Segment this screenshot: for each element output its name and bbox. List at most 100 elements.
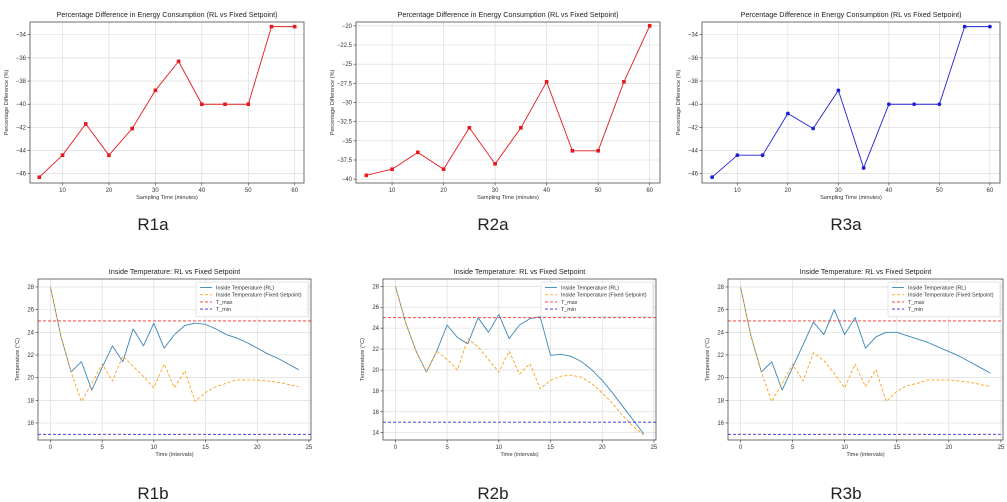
chart-title: Inside Temperature: RL vs Fixed Setpoint — [800, 267, 931, 276]
y-tick-label: 16 — [27, 421, 34, 427]
y-tick-label: 28 — [27, 285, 34, 291]
y-tick-label: −40 — [688, 102, 699, 108]
y-axis-label: Temperature (°C) — [15, 338, 21, 381]
series-line-inside-temperature-rl- — [740, 286, 991, 391]
plot-frame — [29, 21, 305, 184]
x-tick-label: 60 — [291, 188, 298, 194]
data-point — [130, 126, 134, 131]
data-point — [200, 102, 204, 107]
y-tick-label: −44 — [16, 149, 27, 155]
grid — [30, 22, 304, 183]
legend-box — [540, 281, 654, 318]
data-point — [735, 153, 740, 158]
legend: Inside Temperature (RL) Inside Temperatur… — [887, 281, 1001, 318]
chart-r1a: 10 20 30 40 50 60 −34 −36 −38 −40 −42 −44 −46 Percent… — [4, 10, 305, 201]
chart-title: Percentage Difference in Energy Consumpt… — [57, 10, 278, 19]
panel-label-r3a: R3a — [830, 215, 862, 234]
y-tick-label: −34 — [16, 33, 27, 39]
x-tick-label: 30 — [152, 188, 159, 194]
x-tick-label: 20 — [106, 188, 113, 194]
x-axis-label: Time (intervals) — [155, 452, 193, 458]
legend-entry: Inside Temperature (Fixed Setpoint) — [216, 293, 302, 299]
y-tick-label: 24 — [717, 330, 724, 336]
x-tick-label: 10 — [734, 188, 741, 194]
panel-label-r2a: R2a — [477, 215, 509, 234]
x-tick-label: 20 — [254, 445, 261, 451]
data-point — [37, 175, 42, 180]
series-line-0 — [711, 26, 990, 178]
y-axis-label: Temperature (°C) — [705, 338, 711, 381]
x-tick-label: 5 — [445, 445, 449, 451]
x-axis-label: Time (intervals) — [500, 452, 538, 458]
legend-entry: T_max — [908, 300, 925, 306]
y-tick-label: −42 — [688, 125, 699, 131]
y-axis-label: Percentage Difference (%) — [330, 69, 336, 135]
x-tick-label: 15 — [547, 445, 554, 451]
data-point — [912, 102, 917, 107]
data-point — [544, 80, 549, 84]
chart-title: Inside Temperature: RL vs Fixed Setpoint — [109, 267, 240, 276]
y-tick-label: −40 — [16, 102, 27, 108]
chart-title: Percentage Difference in Energy Consumpt… — [398, 10, 619, 19]
x-tick-label: 5 — [791, 445, 795, 451]
data-point — [292, 24, 297, 29]
x-tick-label: 10 — [495, 445, 502, 451]
data-point — [246, 102, 251, 107]
x-tick-label: 25 — [306, 445, 313, 451]
grid — [356, 22, 660, 183]
x-tick-label: 0 — [739, 445, 743, 451]
x-tick-label: 40 — [886, 188, 893, 194]
data-point — [441, 167, 446, 171]
x-tick-label: 25 — [998, 445, 1005, 451]
data-point — [416, 150, 420, 155]
series-line-0 — [38, 26, 295, 178]
x-tick-label: 20 — [945, 445, 952, 451]
panel-label-r1b: R1b — [137, 484, 168, 502]
legend-entry: T_min — [216, 307, 231, 313]
chart-r2b: 0 5 10 15 20 25 14 16 18 20 22 24 26 28 Inside Tempera… — [360, 267, 658, 458]
x-axis-label: Sampling Time (minutes) — [477, 195, 539, 201]
y-tick-label: −40 — [342, 177, 353, 183]
x-tick-label: 50 — [595, 188, 602, 194]
y-tick-label: 20 — [27, 376, 34, 382]
y-tick-label: 16 — [717, 421, 724, 427]
series-line-inside-temperature-rl- — [49, 286, 299, 391]
legend-entry: T_max — [561, 300, 578, 306]
y-tick-label: −36 — [688, 56, 699, 62]
data-point — [176, 59, 181, 64]
x-tick-label: 60 — [987, 188, 994, 194]
x-tick-label: 30 — [835, 188, 842, 194]
chart-r3b: 0 5 10 15 20 25 16 18 20 22 24 26 28 Inside Temperatu… — [705, 267, 1005, 458]
data-point — [785, 111, 790, 116]
y-tick-label: 14 — [372, 431, 379, 437]
data-point — [493, 162, 497, 166]
y-tick-label: 26 — [27, 308, 34, 314]
x-tick-label: 50 — [936, 188, 943, 194]
y-tick-label: −37.5 — [337, 158, 353, 164]
x-tick-label: 15 — [202, 445, 209, 451]
chart-r1b: 0 5 10 15 20 25 16 18 20 22 24 26 28 Inside Temperatu… — [15, 267, 313, 458]
y-tick-label: 16 — [372, 410, 379, 416]
chart-r3a: 10 20 30 40 50 60 −34 −36 −38 −40 −42 −44 −46 Percent… — [676, 10, 1001, 201]
data-point — [467, 126, 472, 130]
series-line-inside-temperature-rl- — [394, 286, 644, 435]
data-point — [987, 24, 992, 29]
data-point — [811, 126, 816, 131]
panel-label-r3b: R3b — [830, 484, 861, 502]
x-tick-label: 0 — [394, 445, 398, 451]
panel-label-r1a: R1a — [137, 215, 169, 234]
x-axis-label: Sampling Time (minutes) — [136, 195, 198, 201]
legend: Inside Temperature (RL) Inside Temperatur… — [540, 281, 654, 318]
series-line-inside-temperature-fixed-setpoint- — [740, 286, 991, 402]
x-tick-label: 10 — [389, 188, 396, 194]
y-tick-label: −46 — [688, 172, 699, 178]
x-tick-label: 40 — [543, 188, 550, 194]
y-tick-label: 28 — [372, 284, 379, 290]
data-point — [153, 88, 158, 93]
x-tick-label: 10 — [59, 188, 66, 194]
y-axis-label: Temperature (°C) — [360, 338, 366, 381]
legend-entry: T_max — [216, 300, 233, 306]
series-line-inside-temperature-fixed-setpoint- — [394, 286, 644, 436]
chart-r2a: 10 20 30 40 50 60 −20 −22.5 −25 −27.5 −30 −32.5 −35 −… — [330, 10, 661, 201]
y-tick-label: 24 — [27, 330, 34, 336]
